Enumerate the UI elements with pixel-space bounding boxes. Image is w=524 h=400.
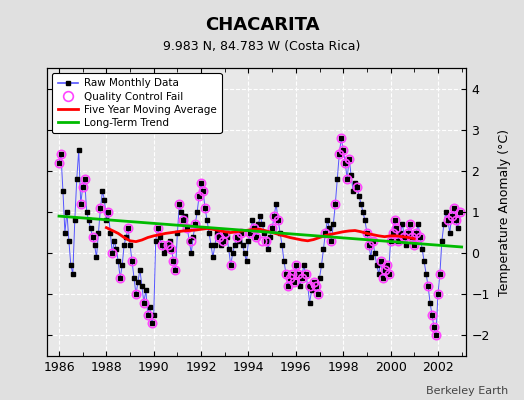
Legend: Raw Monthly Data, Quality Control Fail, Five Year Moving Average, Long-Term Tren: Raw Monthly Data, Quality Control Fail, … xyxy=(52,73,222,133)
Y-axis label: Temperature Anomaly (°C): Temperature Anomaly (°C) xyxy=(498,128,511,296)
Text: CHACARITA: CHACARITA xyxy=(205,16,319,34)
Text: Berkeley Earth: Berkeley Earth xyxy=(426,386,508,396)
Text: 9.983 N, 84.783 W (Costa Rica): 9.983 N, 84.783 W (Costa Rica) xyxy=(163,40,361,53)
